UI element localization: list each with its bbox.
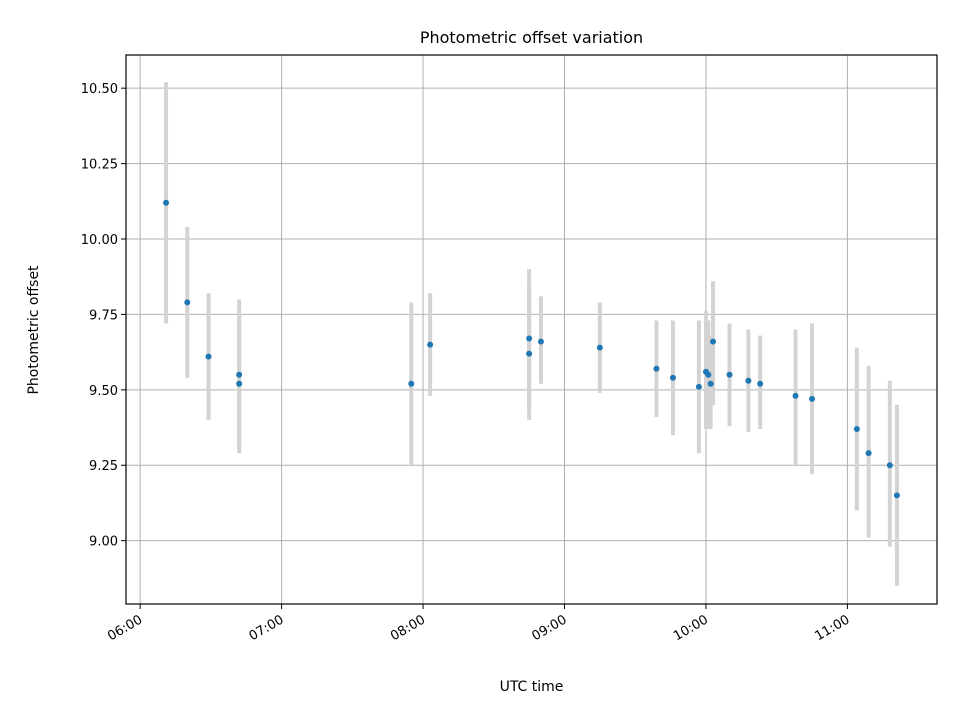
data-point [526, 350, 533, 357]
data-point [526, 335, 533, 342]
y-axis-label: Photometric offset [26, 265, 42, 395]
data-point [653, 365, 660, 372]
error-bar-layer [164, 82, 899, 586]
data-point [893, 492, 900, 499]
grid-layer [126, 55, 937, 604]
data-point [853, 426, 860, 433]
x-tick-label: 07:00 [247, 612, 287, 644]
x-axis-label: UTC time [500, 679, 564, 695]
data-point [669, 374, 676, 381]
data-point [710, 338, 717, 345]
data-point [757, 380, 764, 387]
data-point [707, 380, 714, 387]
data-point [705, 371, 712, 378]
y-tick-layer: 9.00 9.25 9.50 9.75 10.00 10.25 10.50 [81, 82, 126, 550]
y-tick-label: 10.25 [81, 158, 118, 173]
chart-title: Photometric offset variation [420, 28, 643, 47]
data-point [745, 377, 752, 384]
data-point [865, 450, 872, 457]
data-point [726, 371, 733, 378]
data-point [427, 341, 434, 348]
y-tick-label: 9.25 [89, 459, 118, 474]
y-tick-label: 9.75 [89, 308, 118, 323]
data-point [809, 395, 816, 402]
data-point [205, 353, 212, 360]
data-point [886, 462, 893, 469]
data-point [163, 199, 170, 206]
data-point [596, 344, 603, 351]
x-tick-label: 10:00 [671, 612, 711, 644]
data-point [236, 371, 243, 378]
y-tick-label: 9.00 [89, 535, 118, 550]
x-tick-label: 08:00 [388, 612, 428, 644]
data-point [792, 392, 799, 399]
x-tick-label: 11:00 [812, 612, 852, 644]
point-layer [163, 199, 900, 499]
x-tick-label: 09:00 [530, 612, 570, 644]
data-point [695, 383, 702, 390]
y-tick-label: 10.00 [81, 233, 118, 248]
y-tick-label: 10.50 [81, 82, 118, 97]
data-point [236, 380, 243, 387]
data-point [184, 299, 191, 306]
x-tick-layer: 06:00 07:00 08:00 09:00 10:00 11:00 [105, 604, 852, 644]
plot-frame [125, 54, 938, 605]
x-tick-label: 06:00 [105, 612, 145, 644]
data-point [408, 380, 415, 387]
data-point [537, 338, 544, 345]
y-tick-label: 9.50 [89, 384, 118, 399]
